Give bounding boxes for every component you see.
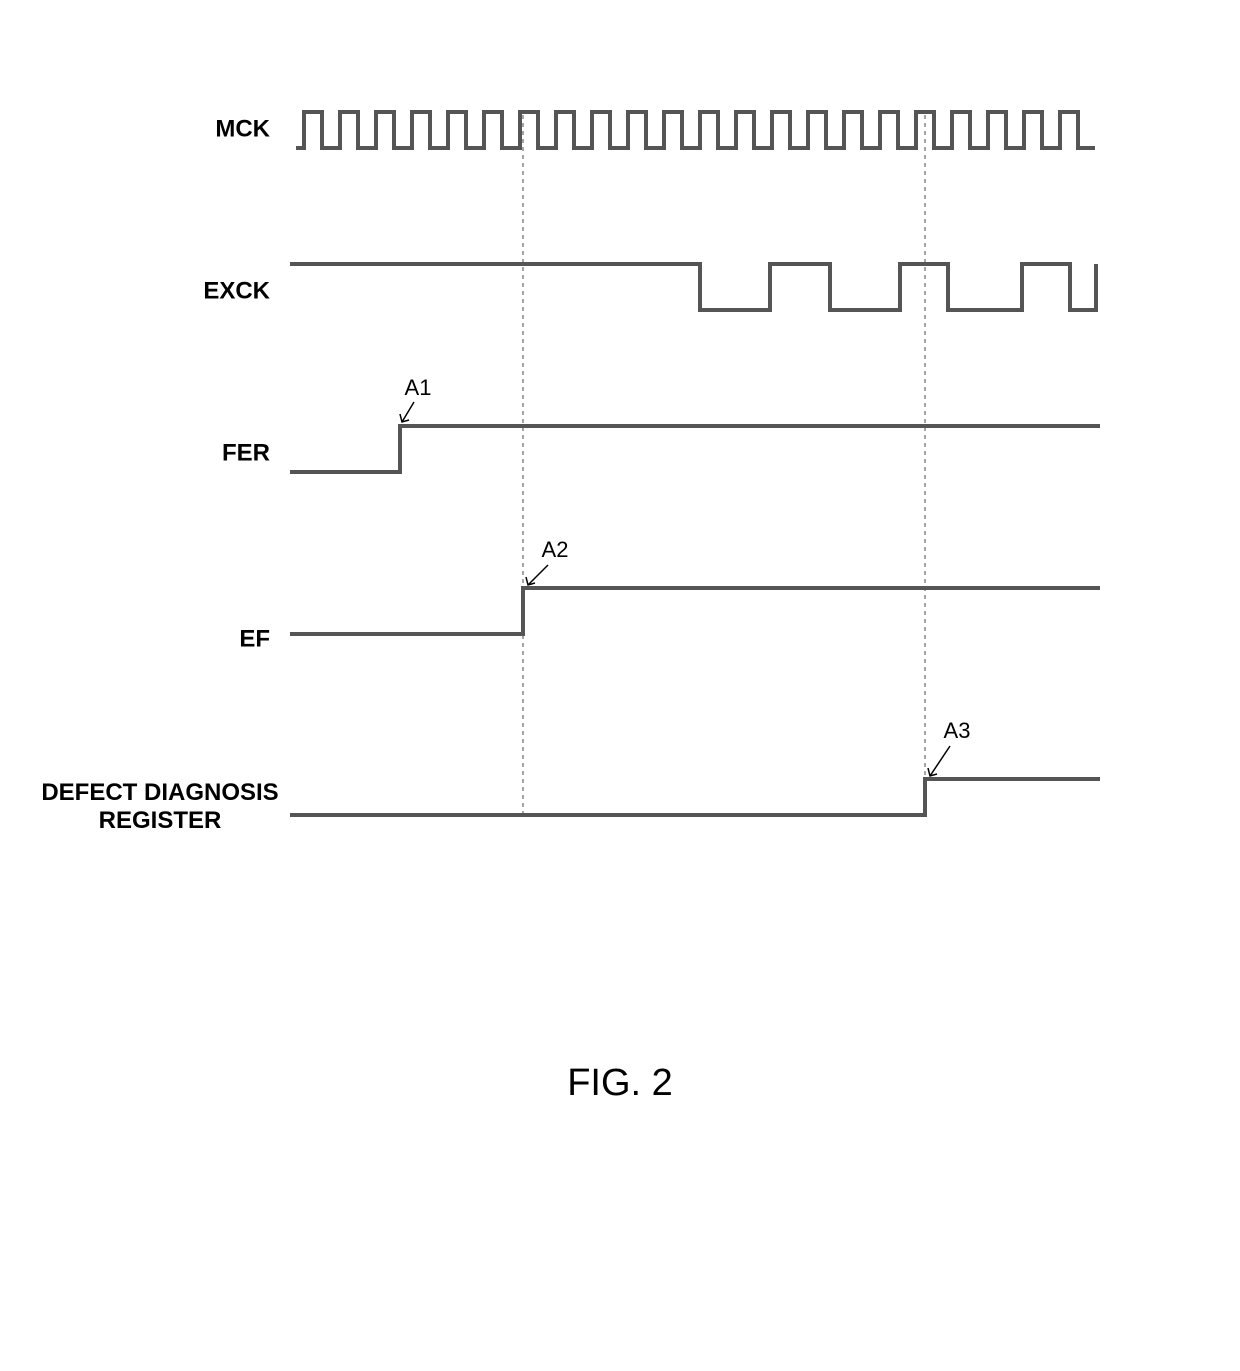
figure-caption: FIG. 2 [567,1062,673,1104]
fer-trace [290,426,1100,472]
annotation-a2-label: A2 [542,537,569,562]
mck-trace [296,112,1095,148]
ddr-label-line1: DEFECT DIAGNOSIS [41,779,278,806]
mck-label: MCK [215,115,270,142]
ef-label: EF [239,625,270,652]
ef-trace [290,588,1100,634]
annotation-a3-label: A3 [944,718,971,743]
exck-label: EXCK [203,277,270,304]
exck-trace [290,264,1096,310]
ddr-trace [290,779,1100,815]
annotation-a3-arrow [928,746,950,776]
annotation-a1-label: A1 [405,375,432,400]
annotation-a1-arrow [400,402,414,422]
timing-diagram: MCK EXCK FER EF DEFECT DIAGNOSIS REGISTE… [0,0,1240,1371]
annotation-a2-arrow [526,565,548,585]
ddr-label-line2: REGISTER [99,807,222,834]
fer-label: FER [222,439,270,466]
